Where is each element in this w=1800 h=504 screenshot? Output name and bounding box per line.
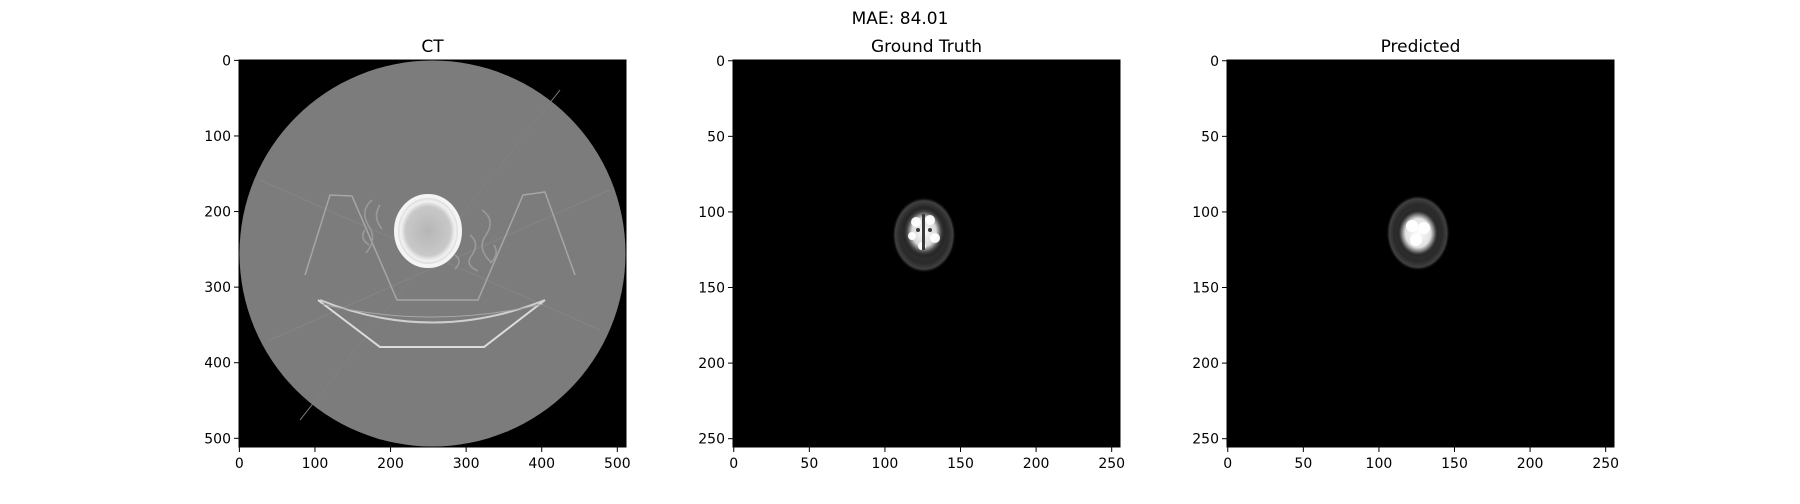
y-tick-label: 300 (204, 280, 231, 296)
y-tick-label: 200 (204, 205, 231, 221)
x-tick-label: 250 (1592, 456, 1619, 472)
x-tick-label: 100 (872, 456, 899, 472)
figure-suptitle: MAE: 84.01 (852, 9, 949, 29)
y-tick-label: 100 (698, 205, 725, 221)
x-tick-label: 50 (1294, 456, 1312, 472)
x-tick-label: 150 (947, 456, 974, 472)
y-tick-label: 50 (1201, 129, 1219, 145)
x-tick-label: 250 (1098, 456, 1125, 472)
y-tick-label: 400 (204, 356, 231, 372)
x-tick-label: 0 (729, 456, 738, 472)
x-tick-label: 500 (604, 456, 631, 472)
y-tick-label: 100 (204, 129, 231, 145)
y-tick-label: 0 (1210, 54, 1219, 70)
x-tick-label: 50 (800, 456, 818, 472)
x-tick-label: 300 (453, 456, 480, 472)
ground-truth-slice-image (733, 60, 1120, 447)
y-tick-label: 150 (698, 281, 725, 297)
y-tick-label: 250 (698, 432, 725, 448)
panel-ct: CT (204, 37, 630, 472)
x-tick-label: 0 (1223, 456, 1232, 472)
y-tick-label: 0 (222, 53, 231, 69)
ct-slice-image (239, 60, 626, 447)
x-tick-label: 200 (1517, 456, 1544, 472)
y-tick-label: 0 (716, 54, 725, 70)
y-tick-label: 200 (1192, 356, 1219, 372)
panel-ground-truth: Ground Truth 0 50 100 150 200 250050100150200… (698, 37, 1125, 472)
x-tick-label: 200 (377, 456, 404, 472)
panel-title-ct: CT (421, 37, 444, 57)
panel-title-predicted: Predicted (1381, 37, 1461, 57)
y-tick-label: 150 (1192, 281, 1219, 297)
predicted-slice-image (1227, 60, 1614, 447)
x-tick-label: 200 (1023, 456, 1050, 472)
y-tick-label: 200 (698, 356, 725, 372)
x-tick-label: 100 (302, 456, 329, 472)
y-tick-label: 50 (707, 129, 725, 145)
x-tick-label: 100 (1366, 456, 1393, 472)
y-tick-label: 250 (1192, 432, 1219, 448)
x-tick-label: 150 (1441, 456, 1468, 472)
y-tick-label: 100 (1192, 205, 1219, 221)
x-tick-label: 0 (235, 456, 244, 472)
x-tick-label: 400 (528, 456, 555, 472)
panel-title-ground-truth: Ground Truth (871, 37, 982, 57)
y-tick-label: 500 (204, 431, 231, 447)
